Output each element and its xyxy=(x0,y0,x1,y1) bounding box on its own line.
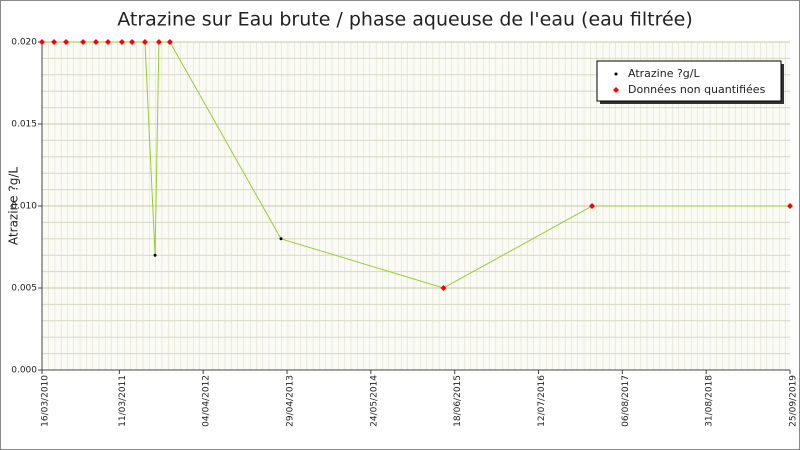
point xyxy=(51,39,58,45)
data-line xyxy=(42,41,790,289)
grid: 0.000 0.005 0.010 0.015 0.020 16/03/2010 11/03… xyxy=(11,38,798,427)
point xyxy=(104,39,111,45)
legend-box xyxy=(596,60,782,102)
y-axis-label: Atrazine ?g/L xyxy=(7,167,21,245)
x-tick-label: 29/04/2013 xyxy=(286,375,296,427)
point xyxy=(155,39,162,45)
x-tick-label: 11/03/2011 xyxy=(118,375,128,427)
point xyxy=(787,203,793,209)
point xyxy=(440,285,447,291)
point xyxy=(118,39,125,45)
data xyxy=(39,39,793,291)
y-tick-label: 0.010 xyxy=(11,202,37,212)
x-tick-label: 04/04/2012 xyxy=(202,375,212,427)
legend: Atrazine ?g/L Données non quantifiées xyxy=(596,60,784,104)
point xyxy=(39,39,45,45)
x-tick-label: 16/03/2010 xyxy=(41,375,51,427)
x-tick-label: 25/09/2019 xyxy=(789,375,799,427)
legend-swatch xyxy=(613,87,619,93)
point xyxy=(80,39,87,45)
y-tick-label: 0.015 xyxy=(11,120,37,130)
x-tick-label: 31/08/2018 xyxy=(705,375,715,427)
y-tick-label: 0.005 xyxy=(11,284,37,294)
point xyxy=(129,39,136,45)
chart-title: Atrazine sur Eau brute / phase aqueuse d… xyxy=(117,9,693,31)
x-tick-label: 18/06/2015 xyxy=(453,375,463,427)
point xyxy=(589,203,596,209)
point xyxy=(141,39,148,45)
point xyxy=(153,253,157,257)
point xyxy=(279,237,283,241)
x-tick-label: 24/05/2014 xyxy=(369,375,379,427)
point xyxy=(63,39,70,45)
legend-label: Données non quantifiées xyxy=(628,83,766,96)
y-tick-label: 0.000 xyxy=(11,366,37,376)
y-tick-label: 0.020 xyxy=(11,38,37,48)
point xyxy=(166,39,173,45)
point xyxy=(92,39,99,45)
x-tick-label: 12/07/2016 xyxy=(537,375,547,427)
x-tick-label: 06/08/2017 xyxy=(621,375,631,427)
legend-swatch xyxy=(614,72,618,76)
legend-label: Atrazine ?g/L xyxy=(628,67,701,80)
